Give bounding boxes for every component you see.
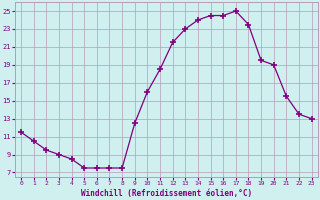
X-axis label: Windchill (Refroidissement éolien,°C): Windchill (Refroidissement éolien,°C): [81, 189, 252, 198]
